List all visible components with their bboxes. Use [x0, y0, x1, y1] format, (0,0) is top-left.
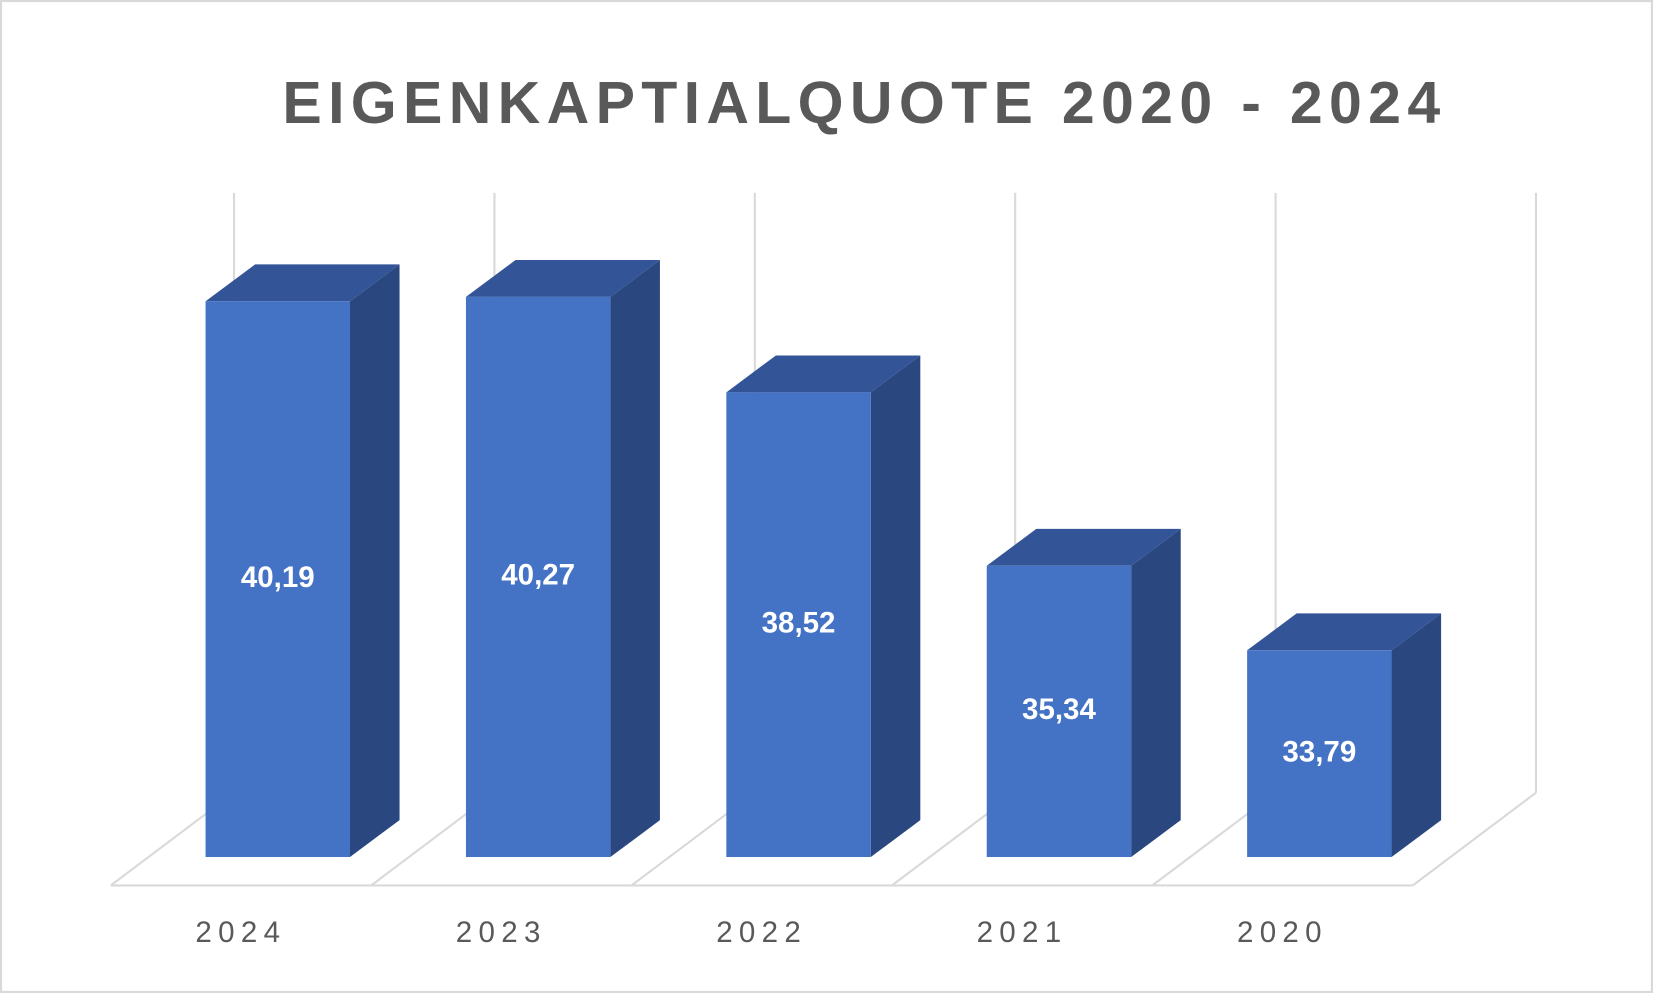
x-tick-label: 2020 [1237, 916, 1328, 949]
bar [1247, 650, 1392, 858]
value-label: 33,79 [1282, 735, 1356, 768]
bar [986, 565, 1132, 858]
value-label: 35,34 [1022, 693, 1096, 726]
chart-title: EIGENKAPTIALQUOTE 2020 - 2024 [282, 70, 1446, 136]
bar-side [610, 259, 660, 858]
bar-top [205, 264, 400, 302]
value-label: 40,19 [241, 561, 315, 594]
bar-side [1131, 528, 1181, 858]
floor-line [1412, 791, 1537, 887]
bar-top [986, 528, 1181, 566]
bar-top [726, 355, 921, 393]
bar-side [1391, 613, 1442, 858]
value-label: 40,27 [501, 559, 575, 592]
bar [205, 301, 350, 858]
bar-side [349, 264, 400, 858]
x-tick-label: 2022 [716, 916, 807, 949]
bar-top [1247, 613, 1442, 651]
x-tick-label: 2024 [195, 916, 286, 949]
bar-top [465, 259, 660, 297]
bar-side [870, 355, 921, 858]
x-tick-label: 2021 [977, 916, 1068, 949]
x-tick-label: 2023 [456, 916, 547, 949]
bar [465, 296, 611, 858]
value-label: 38,52 [762, 606, 836, 639]
bar [726, 392, 871, 858]
